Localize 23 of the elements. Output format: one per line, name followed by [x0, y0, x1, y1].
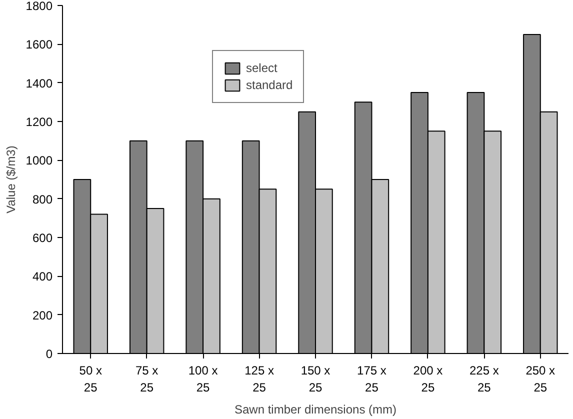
- x-tick-label: 250 x 25: [526, 364, 556, 394]
- x-tick-label: 175 x 25: [357, 364, 386, 394]
- legend-label: standard: [246, 78, 293, 92]
- y-tick-label: 1800: [26, 0, 53, 13]
- x-tick-label: 50 x 25: [79, 364, 102, 394]
- y-tick-label: 1200: [26, 115, 53, 129]
- legend-label: select: [246, 61, 278, 75]
- x-tick-label: 200 x 25: [413, 364, 443, 394]
- x-tick-label: 225 x 25: [469, 364, 499, 394]
- y-tick-label: 0: [46, 347, 53, 361]
- x-tick-label: 150 x 25: [300, 364, 330, 394]
- y-tick-label: 600: [32, 231, 53, 245]
- y-tick-label: 1400: [26, 76, 53, 90]
- x-tick-label: 100 x 25: [188, 364, 218, 394]
- x-tick-label: 75 x 25: [135, 364, 158, 394]
- y-tick-label: 1000: [26, 154, 53, 168]
- y-tick-label: 1600: [26, 38, 53, 52]
- x-tick-label: 125 x 25: [244, 364, 274, 394]
- y-tick-label: 200: [32, 308, 53, 322]
- y-tick-label: 400: [32, 270, 53, 284]
- x-axis-title: Sawn timber dimensions (mm): [234, 402, 397, 416]
- y-axis-title: Value ($/m3): [4, 146, 18, 214]
- y-tick-label: 800: [32, 192, 53, 206]
